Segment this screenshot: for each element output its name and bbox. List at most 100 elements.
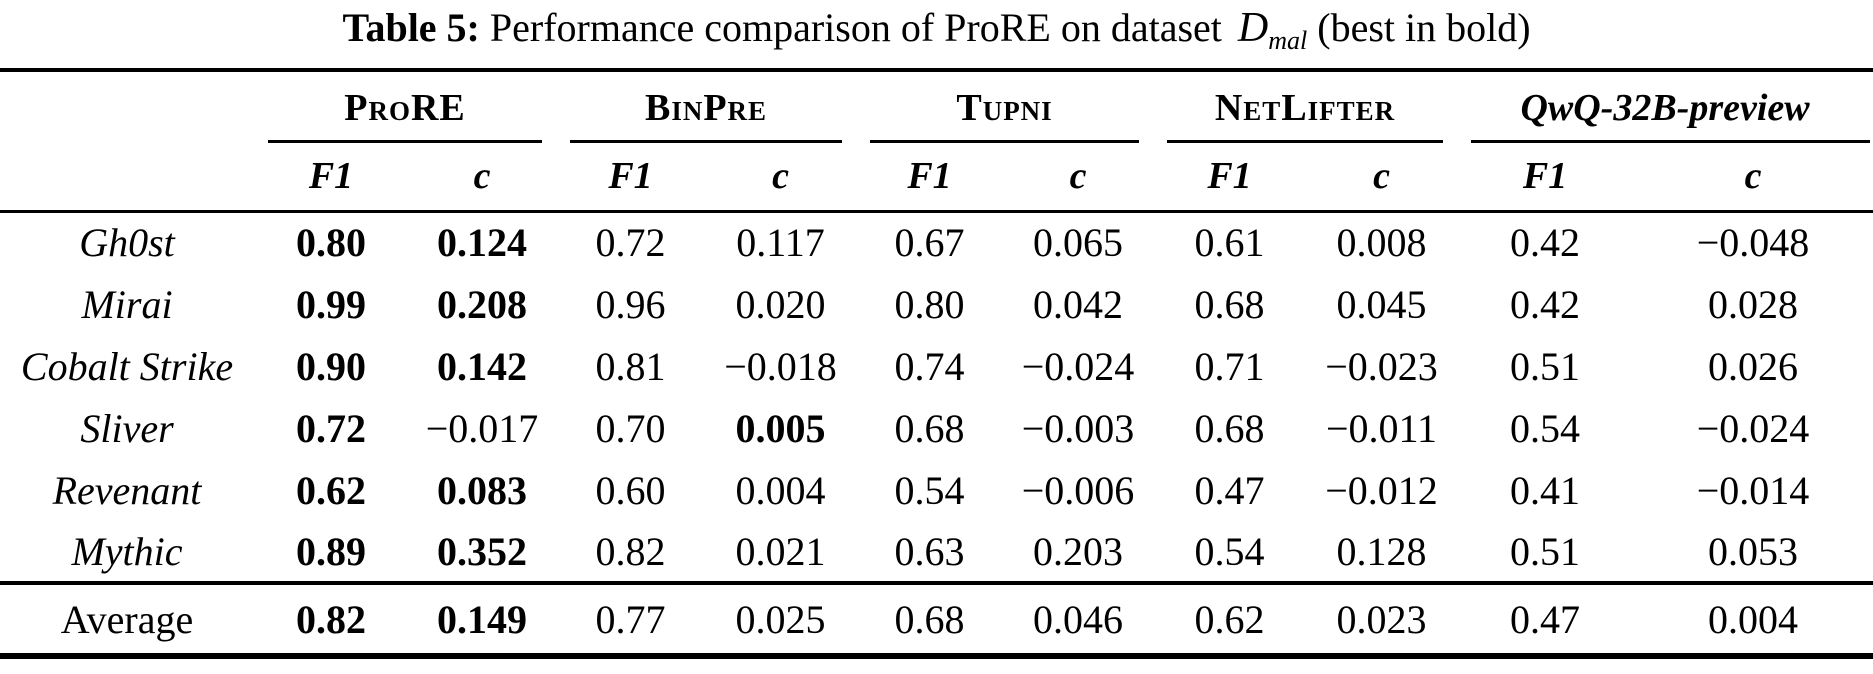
value-cell: 0.47: [1510, 596, 1581, 642]
dataset-subscript: mal: [1268, 26, 1308, 55]
value-cell: 0.71: [1194, 343, 1265, 389]
value-cell: 0.77: [595, 596, 666, 642]
metric-header-f1: F1: [1153, 143, 1307, 213]
value-cell: 0.045: [1336, 281, 1427, 327]
metric-header-c: c: [408, 143, 556, 213]
table-row: Revenant 0.62 0.083 0.60 0.004 0.54 −0.006 0.47…: [0, 459, 1873, 521]
table-row: Mirai 0.99 0.208 0.96 0.020 0.80 0.042 0.68 0.04…: [0, 273, 1873, 335]
metric-header-f1: F1: [856, 143, 1004, 213]
value-cell: −0.018: [724, 343, 837, 389]
metric-header-f1: F1: [254, 143, 408, 213]
value-cell: 0.54: [894, 467, 965, 513]
value-cell: 0.023: [1336, 596, 1427, 642]
group-rule: [1167, 140, 1444, 143]
table-row: Mythic 0.89 0.352 0.82 0.021 0.63 0.203 0.54 0.1…: [0, 521, 1873, 583]
value-cell: −0.014: [1696, 467, 1810, 513]
summary-row: Average 0.82 0.149 0.77 0.025 0.68 0.046 0.62 0.…: [0, 583, 1873, 656]
value-cell: −0.048: [1696, 220, 1810, 266]
value-cell: 0.47: [1194, 467, 1265, 513]
metric-header-c: c: [705, 143, 857, 213]
value-cell: 0.208: [437, 281, 527, 327]
value-cell: 0.021: [735, 528, 826, 574]
value-cell: 0.54: [1194, 528, 1265, 574]
value-cell: 0.60: [595, 467, 666, 513]
value-cell: 0.142: [437, 343, 527, 389]
value-cell: 0.149: [437, 596, 527, 642]
value-cell: −0.017: [425, 405, 539, 451]
value-cell: 0.80: [296, 220, 366, 266]
value-cell: 0.54: [1510, 405, 1581, 451]
value-cell: 0.020: [735, 281, 826, 327]
metric-header-f1: F1: [1457, 143, 1634, 213]
value-cell: 0.117: [736, 220, 825, 266]
value-cell: 0.81: [595, 343, 666, 389]
value-cell: 0.82: [296, 596, 366, 642]
value-cell: 0.083: [437, 467, 527, 513]
value-cell: 0.80: [894, 281, 965, 327]
value-cell: 0.96: [595, 281, 666, 327]
group-header-tupni: Tupni: [856, 70, 1153, 143]
metric-header-c: c: [1306, 143, 1458, 213]
value-cell: 0.026: [1708, 343, 1799, 389]
value-cell: −0.012: [1325, 467, 1438, 513]
group-header-row: ProRE BinPre Tupni NetLifter QwQ-32B-pre…: [0, 70, 1873, 143]
table-row: Gh0st 0.80 0.124 0.72 0.117 0.67 0.065 0.61 0.00…: [0, 211, 1873, 273]
results-table: ProRE BinPre Tupni NetLifter QwQ-32B-pre…: [0, 68, 1873, 659]
value-cell: 0.63: [894, 528, 965, 574]
value-cell: −0.011: [1325, 405, 1438, 451]
value-cell: 0.99: [296, 281, 366, 327]
group-header-binpre: BinPre: [556, 70, 856, 143]
value-cell: 0.028: [1708, 281, 1799, 327]
value-cell: 0.68: [1194, 405, 1265, 451]
value-cell: 0.004: [1708, 596, 1799, 642]
value-cell: 0.74: [894, 343, 965, 389]
group-rule: [870, 140, 1140, 143]
value-cell: 0.68: [1194, 281, 1265, 327]
value-cell: 0.51: [1510, 343, 1581, 389]
caption-label: Table 5:: [342, 5, 480, 50]
row-label: Average: [60, 596, 194, 642]
group-header-qwq-32b-preview: QwQ-32B-preview: [1457, 70, 1873, 143]
caption-body: Performance comparison of ProRE on datas…: [479, 5, 1232, 50]
value-cell: 0.67: [894, 220, 965, 266]
value-cell: 0.68: [894, 405, 965, 451]
value-cell: −0.024: [1021, 343, 1135, 389]
value-cell: 0.046: [1033, 596, 1124, 642]
value-cell: 0.51: [1510, 528, 1581, 574]
metric-header-c: c: [1003, 143, 1154, 213]
table-row: Cobalt Strike 0.90 0.142 0.81 −0.018 0.74 −0.0…: [0, 335, 1873, 397]
corner-spacer: [0, 143, 254, 213]
row-label: Revenant: [52, 467, 202, 513]
dataset-symbol: D: [1237, 5, 1269, 51]
value-cell: 0.42: [1510, 220, 1581, 266]
group-rule: [1471, 140, 1871, 143]
table-caption: Table 5: Performance comparison of ProRE…: [0, 0, 1873, 68]
value-cell: 0.61: [1194, 220, 1265, 266]
value-cell: 0.90: [296, 343, 366, 389]
value-cell: 0.042: [1033, 281, 1124, 327]
caption-suffix: (best in bold): [1307, 5, 1531, 50]
row-label: Sliver: [80, 405, 174, 451]
value-cell: 0.82: [595, 528, 666, 574]
value-cell: 0.005: [735, 405, 826, 451]
value-cell: 0.065: [1033, 220, 1124, 266]
value-cell: 0.72: [296, 405, 366, 451]
group-label: BinPre: [644, 86, 768, 129]
row-label: Cobalt Strike: [20, 343, 234, 389]
group-rule: [268, 140, 542, 143]
data-rows-body: Gh0st 0.80 0.124 0.72 0.117 0.67 0.065 0.61 0.00…: [0, 211, 1873, 583]
row-label: Mythic: [71, 528, 183, 574]
value-cell: 0.68: [894, 596, 965, 642]
summary-body: Average 0.82 0.149 0.77 0.025 0.68 0.046 0.62 0.…: [0, 583, 1873, 656]
group-rule: [570, 140, 843, 143]
value-cell: 0.203: [1033, 528, 1124, 574]
group-label: NetLifter: [1214, 86, 1396, 129]
value-cell: 0.41: [1510, 467, 1581, 513]
group-header-netlifter: NetLifter: [1153, 70, 1457, 143]
metric-header-row: F1 c F1 c F1 c F1 c F1 c: [0, 143, 1873, 213]
value-cell: 0.62: [296, 467, 366, 513]
value-cell: −0.006: [1021, 467, 1135, 513]
value-cell: 0.352: [437, 528, 527, 574]
value-cell: 0.62: [1194, 596, 1265, 642]
